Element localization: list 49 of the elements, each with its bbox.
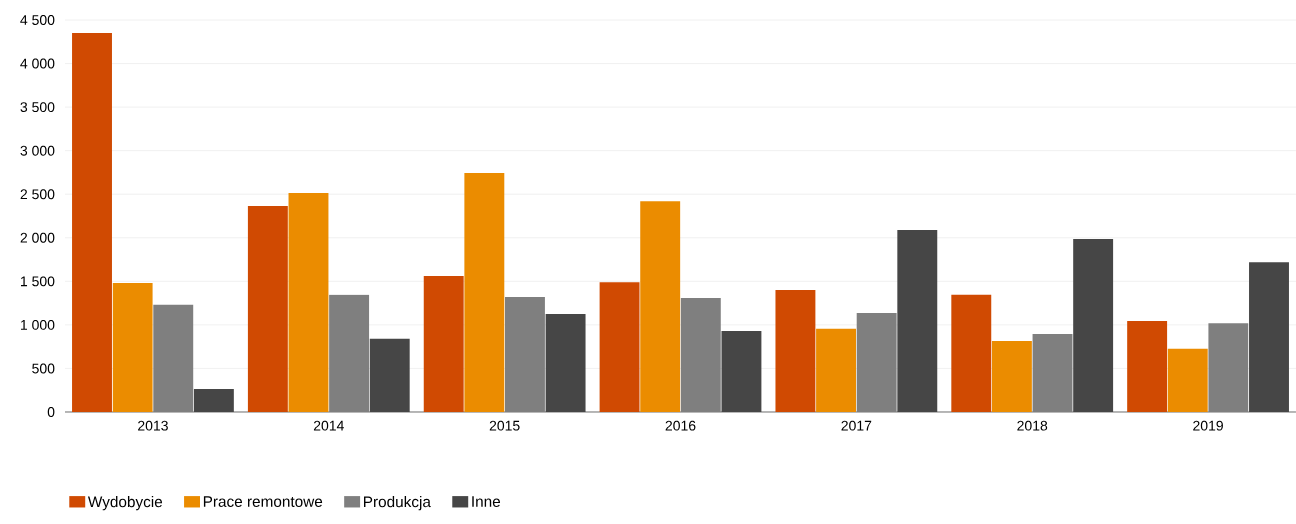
bar [193,388,234,412]
bar [775,290,816,412]
x-tick-label: 2016 [665,420,696,431]
bar [599,282,640,412]
y-tick-label: 4 000 [20,58,55,69]
legend-label: Produkcja [364,495,431,511]
x-tick-label: 2015 [489,420,520,431]
bar [545,313,586,412]
bar [1032,334,1073,412]
bar [1208,323,1249,412]
x-tick-label: 2019 [1193,420,1223,431]
y-tick-label: 0 [47,407,55,417]
bar [951,294,992,412]
bar [680,297,721,412]
x-tick-label: 2013 [138,420,168,431]
bar [856,313,897,412]
bar [288,192,329,412]
bar [897,229,938,412]
y-tick-label: 2 000 [20,232,55,243]
y-tick-label: 4 500 [20,15,55,25]
x-tick-label: 2017 [841,420,872,431]
bar [1127,320,1168,412]
legend-label: Prace remontowe [203,496,323,507]
legend-label: Wydobycie [87,495,163,511]
y-tick-label: 1 000 [21,319,55,330]
bar [423,276,464,412]
bar [72,33,112,412]
y-tick-label: 500 [32,363,55,374]
x-tick-label: 2014 [313,420,344,431]
x-tick-label: 2018 [1017,420,1048,431]
bar [247,205,288,412]
bar [369,338,410,412]
bar [505,297,545,412]
bar [640,201,681,412]
bar [1167,348,1208,412]
y-tick-label: 1 500 [21,276,55,287]
bar [1073,239,1114,412]
bar [721,330,762,412]
y-tick-label: 3 000 [20,145,55,156]
legend-label: Inne [472,496,501,507]
y-tick-label: 2 500 [20,189,55,200]
bar [329,294,370,412]
y-tick-label: 3 500 [20,102,55,113]
bar [1249,262,1289,412]
bar [464,172,505,412]
bar [816,328,856,412]
bar [112,283,153,412]
bar [991,340,1032,412]
bar [153,304,194,412]
